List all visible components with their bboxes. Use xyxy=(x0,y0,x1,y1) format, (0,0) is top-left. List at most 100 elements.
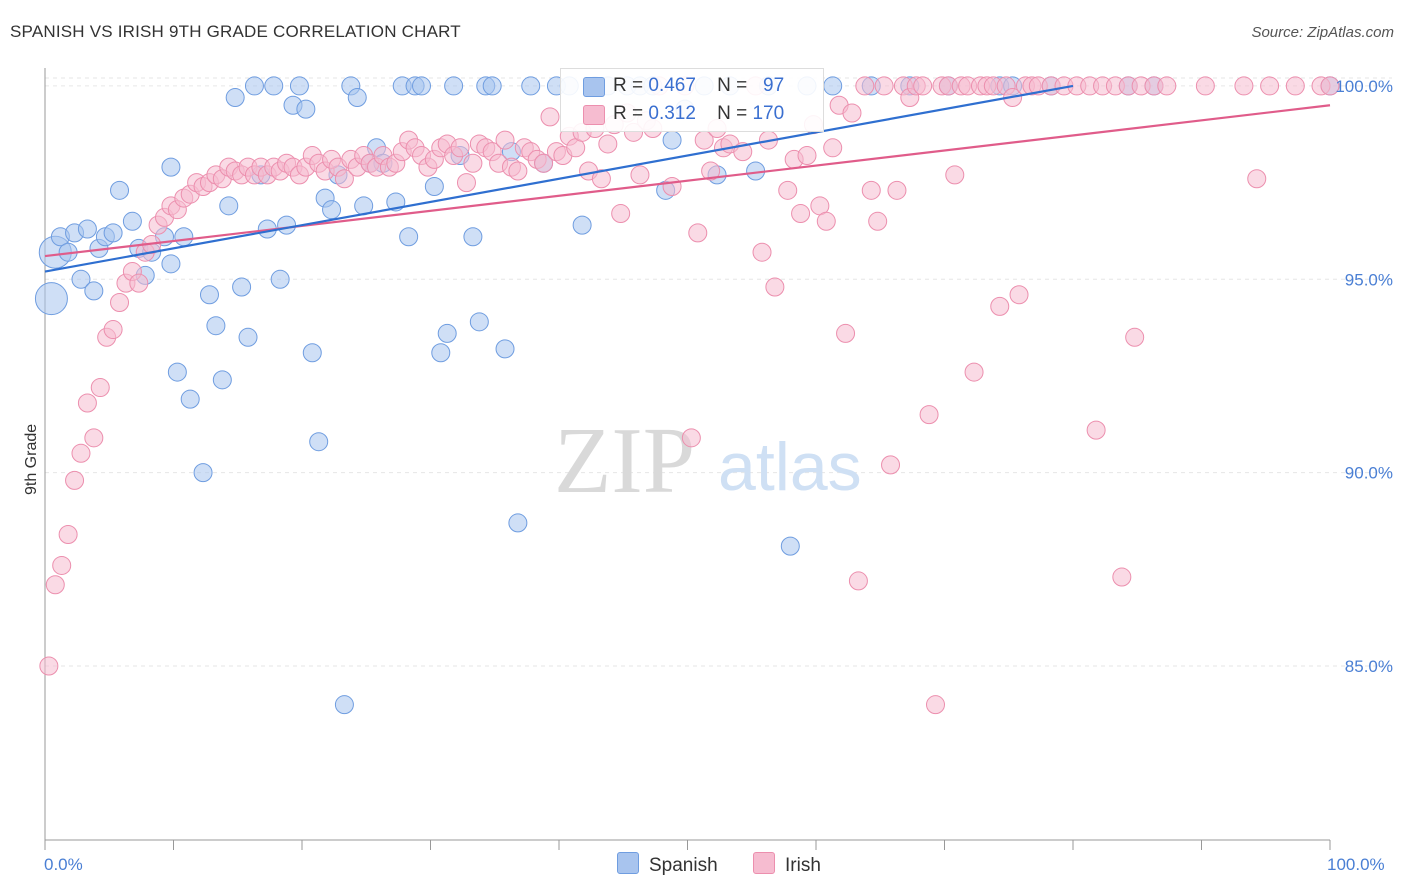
data-point xyxy=(1285,76,1305,96)
data-point xyxy=(129,273,149,293)
data-point xyxy=(534,153,554,173)
data-point xyxy=(701,161,721,181)
data-point xyxy=(990,296,1010,316)
data-point xyxy=(161,157,181,177)
data-point xyxy=(1320,76,1340,96)
data-point xyxy=(334,695,354,715)
chart-title: SPANISH VS IRISH 9TH GRADE CORRELATION C… xyxy=(10,22,461,41)
data-point xyxy=(836,323,856,343)
data-point xyxy=(508,513,528,533)
data-point xyxy=(219,196,239,216)
data-point xyxy=(919,405,939,425)
n-label: N = xyxy=(717,103,748,124)
data-point xyxy=(103,223,123,243)
y-axis-title: 9th Grade xyxy=(23,424,40,495)
data-point xyxy=(270,269,290,289)
data-point xyxy=(71,443,91,463)
data-point xyxy=(842,103,862,123)
data-point xyxy=(861,180,881,200)
data-point xyxy=(1112,567,1132,587)
data-point xyxy=(495,130,515,150)
data-point xyxy=(110,180,130,200)
data-point xyxy=(180,389,200,409)
data-point xyxy=(296,99,316,119)
data-point xyxy=(823,76,843,96)
spanish-legend-swatch xyxy=(617,852,639,874)
data-point xyxy=(199,285,219,305)
data-point xyxy=(823,138,843,158)
data-point xyxy=(174,227,194,247)
data-point xyxy=(334,169,354,189)
data-point xyxy=(1260,76,1280,96)
x-tick-label-min: 0.0% xyxy=(44,855,83,874)
data-point xyxy=(572,215,592,235)
n-value-irish: 170 xyxy=(752,103,785,124)
data-point xyxy=(598,134,618,154)
y-tick-label: 90.0% xyxy=(1345,464,1393,483)
r-label: R = xyxy=(613,103,644,124)
legend-item-irish[interactable]: Irish xyxy=(753,852,821,877)
data-point xyxy=(630,165,650,185)
y-tick-label: 100.0% xyxy=(1335,77,1393,96)
irish-swatch xyxy=(583,105,605,125)
data-point xyxy=(1247,169,1267,189)
data-point xyxy=(469,312,489,332)
data-point xyxy=(855,76,875,96)
data-point xyxy=(926,695,946,715)
legend-item-spanish[interactable]: Spanish xyxy=(617,852,718,877)
data-point xyxy=(58,525,78,545)
data-point xyxy=(611,204,631,224)
data-point xyxy=(65,470,85,490)
data-point xyxy=(122,211,142,231)
data-point xyxy=(302,343,322,363)
data-point xyxy=(289,76,309,96)
data-point xyxy=(412,76,432,96)
data-point xyxy=(167,362,187,382)
data-point xyxy=(1195,76,1215,96)
irish-legend-label: Irish xyxy=(785,855,821,876)
data-point xyxy=(232,277,252,297)
data-point xyxy=(791,204,811,224)
data-point xyxy=(110,292,130,312)
data-point xyxy=(193,463,213,483)
data-point xyxy=(309,432,329,452)
data-point xyxy=(881,455,901,475)
data-point xyxy=(1009,285,1029,305)
spanish-trend-line xyxy=(44,84,1074,273)
data-point xyxy=(238,327,258,347)
data-point xyxy=(206,316,226,336)
data-point xyxy=(437,323,457,343)
axes xyxy=(44,68,1331,850)
data-point xyxy=(913,76,933,96)
data-point xyxy=(688,223,708,243)
data-point xyxy=(1157,76,1177,96)
data-point xyxy=(868,211,888,231)
data-point xyxy=(264,76,284,96)
stats-legend: R = 0.467 N = 97 R = 0.312 N = 170 xyxy=(560,68,824,132)
data-point xyxy=(225,88,245,108)
data-point xyxy=(681,428,701,448)
data-point xyxy=(84,428,104,448)
data-point xyxy=(161,254,181,274)
data-point xyxy=(797,146,817,166)
data-point xyxy=(463,227,483,247)
data-point xyxy=(424,176,444,196)
watermark-zip: ZIP xyxy=(554,409,695,513)
data-point xyxy=(752,242,772,262)
data-point xyxy=(103,320,123,340)
data-point xyxy=(765,277,785,297)
irish-points xyxy=(39,76,1340,715)
data-point xyxy=(540,107,560,127)
data-point xyxy=(444,76,464,96)
data-point xyxy=(874,76,894,96)
watermark-atlas: atlas xyxy=(718,429,862,505)
data-point xyxy=(816,211,836,231)
data-point xyxy=(450,138,470,158)
data-point xyxy=(662,176,682,196)
r-value-spanish: 0.467 xyxy=(648,75,696,96)
data-point xyxy=(322,200,342,220)
spanish-legend-label: Spanish xyxy=(649,855,718,876)
data-point xyxy=(521,76,541,96)
data-point xyxy=(1234,76,1254,96)
